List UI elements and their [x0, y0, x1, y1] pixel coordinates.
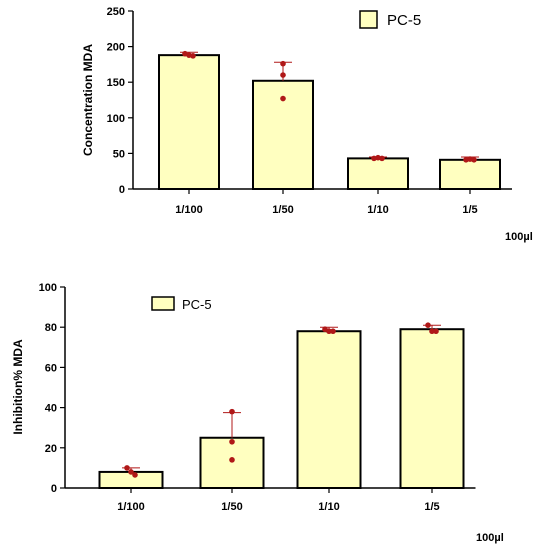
chart-2-data-point	[229, 408, 235, 415]
chart-2-y-tick-label: 80	[45, 322, 57, 334]
chart-1-bar	[158, 54, 220, 191]
chart-1-y-tick-label: 150	[107, 77, 125, 89]
chart-2-data-point	[425, 322, 431, 328]
chart-2-y-tick-label: 100	[39, 282, 57, 294]
chart-2-y-tick-label: 60	[45, 362, 57, 374]
chart-1-legend-label: PC-5	[387, 12, 421, 29]
chart-2-data-point	[132, 472, 138, 478]
chart-2-x-axis-unit: 100µl	[476, 532, 504, 544]
chart-2: Inhibition% MDA 100µl 0 20 40 60 80 100 1/100 1…	[11, 282, 504, 544]
chart-2-data-point	[433, 328, 439, 335]
chart-1-y-tick-label: 0	[119, 184, 125, 196]
chart-1-y-tick-label: 50	[113, 148, 125, 160]
chart-1-x-axis-unit: 100µl	[505, 231, 533, 243]
chart-2-data-point	[124, 465, 130, 471]
chart-1-y-tick-label: 200	[107, 42, 125, 54]
chart-1-bar	[439, 158, 501, 190]
chart-2-bar	[296, 330, 362, 489]
chart-1-x-tick-label: 1/50	[272, 204, 293, 216]
chart-1-data-point	[190, 53, 196, 59]
chart-1: Concentration MDA 100µl 0 50 100 150 200 250 1…	[81, 6, 533, 243]
chart-1-data-point	[379, 155, 385, 162]
chart-2-data-point	[229, 457, 235, 463]
chart-2-bar	[399, 328, 465, 489]
chart-1-data-point	[280, 72, 286, 78]
chart-2-data-point	[128, 469, 134, 475]
chart-2-y-axis-title: Inhibition% MDA	[11, 339, 25, 435]
chart-1-data-point	[471, 157, 477, 163]
chart-2-y-tick-label: 0	[51, 483, 57, 495]
chart-2-legend-label: PC-5	[182, 297, 212, 312]
chart-1-bar	[347, 157, 409, 191]
chart-2-data-point	[429, 328, 435, 335]
chart-1-data-point	[280, 60, 286, 67]
chart-2-bar	[199, 436, 265, 489]
chart-1-x-tick-label: 1/100	[175, 204, 203, 216]
chart-1-y-axis-title: Concentration MDA	[81, 44, 95, 156]
chart-2-data-point	[330, 328, 336, 335]
chart-1-data-point	[280, 95, 286, 102]
chart-2-y-tick-label: 20	[45, 443, 57, 455]
chart-1-legend-swatch	[359, 10, 378, 29]
chart-1-x-tick-label: 1/10	[367, 204, 388, 216]
chart-2-x-tick-label: 1/100	[117, 501, 145, 513]
chart-2-legend-swatch	[151, 296, 175, 311]
chart-1-y-tick-label: 250	[107, 6, 125, 18]
chart-1-y-tick-label: 100	[107, 113, 125, 125]
chart-2-data-point	[229, 438, 235, 445]
chart-2-y-tick-label: 40	[45, 403, 57, 415]
chart-2-x-tick-label: 1/5	[424, 501, 439, 513]
chart-2-x-tick-label: 1/10	[318, 501, 339, 513]
chart-2-x-tick-label: 1/50	[221, 501, 242, 513]
chart-1-x-tick-label: 1/5	[462, 204, 477, 216]
chart-2-data-point	[326, 328, 332, 335]
